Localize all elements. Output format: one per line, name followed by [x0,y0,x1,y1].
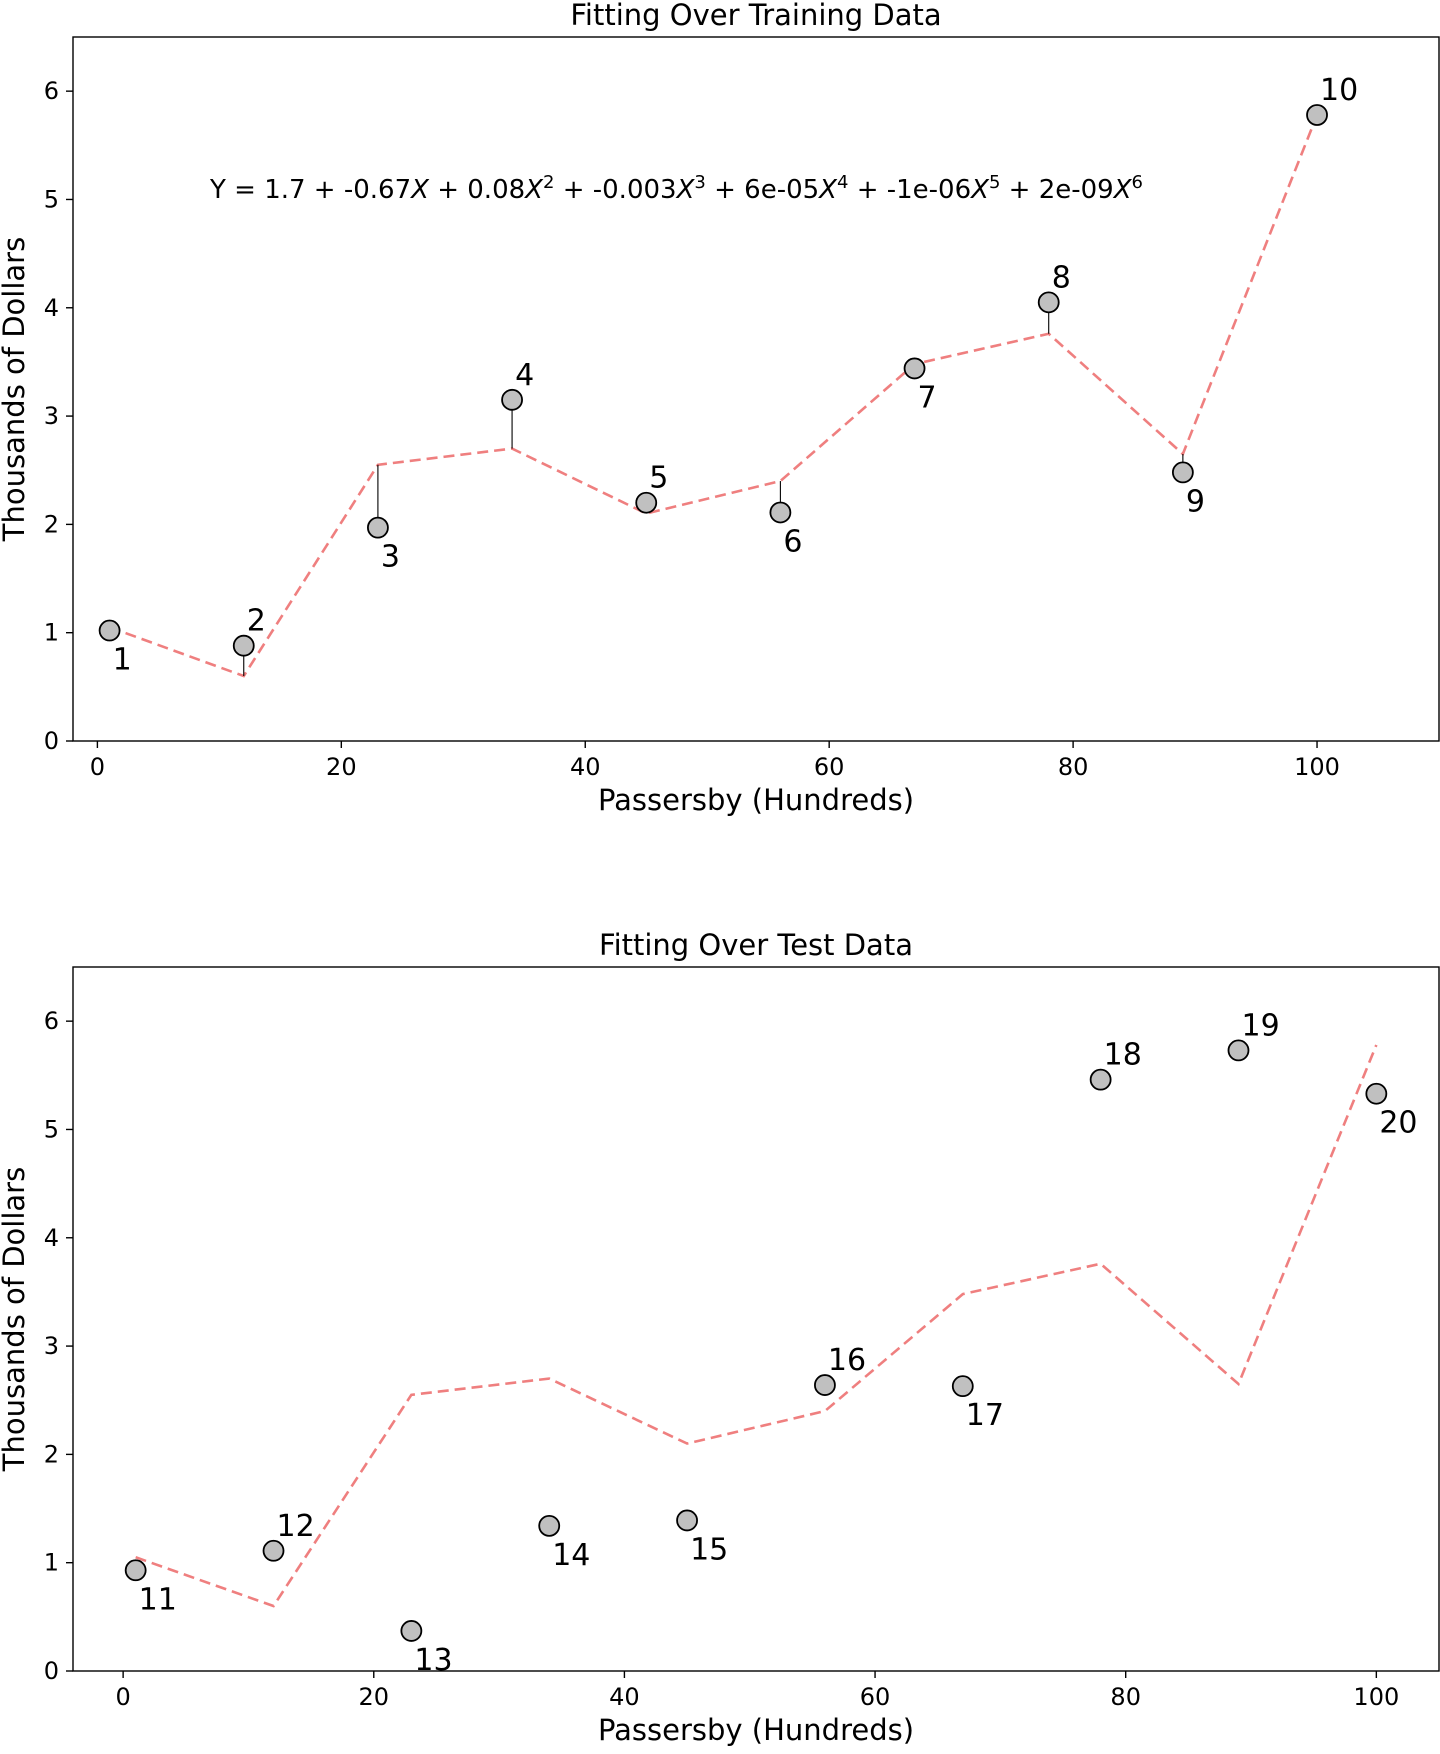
equation-part: X [969,175,990,205]
y-tick-label: 5 [44,185,59,213]
y-tick-label: 4 [44,294,59,322]
x-tick-label: 80 [1058,753,1089,781]
point-label: 16 [828,1343,866,1378]
y-tick-label: 2 [44,1440,59,1468]
point-label: 8 [1052,260,1071,295]
data-point [501,388,523,411]
x-tick-label: 0 [115,1683,130,1711]
data-point [1171,461,1194,484]
equation-part: Y = 1.7 + -0.67 [209,175,411,205]
data-point [1037,291,1060,314]
data-point [951,1375,974,1398]
point-label: 13 [414,1643,452,1678]
data-point [124,1559,147,1582]
chart-training: Fitting Over Training Data 0 20 40 60 80 100 0 1… [0,0,1440,817]
equation-part: 5 [989,172,1000,193]
equation-part: 6 [1132,172,1143,193]
y-tick-label: 3 [44,1332,59,1360]
data-point [635,491,658,514]
equation-part: + -0.003 [554,175,676,205]
y-tick-label: 6 [44,1007,59,1035]
x-tick-label: 0 [90,753,105,781]
equation-part: X [1112,175,1133,205]
y-tick-label: 2 [44,510,59,538]
equation-part: + 0.08 [429,175,525,205]
data-point [1227,1039,1250,1062]
equation-part: X [523,175,544,205]
x-tick-label: 100 [1353,1683,1399,1711]
equation-part: X [675,175,696,205]
x-tick-label: 40 [570,753,601,781]
point-label: 4 [515,358,534,393]
point-label: 6 [783,524,802,559]
data-point [1306,104,1328,126]
point-label: 7 [918,380,937,415]
data-point [232,634,255,657]
equation-part: X [409,175,430,205]
x-tick-label: 100 [1294,753,1340,781]
equation-part: 4 [837,172,848,193]
equation-part: + -1e-06 [848,175,971,205]
y-tick-label: 5 [44,1115,59,1143]
plot-frame [72,966,1440,1672]
point-label: 5 [649,461,668,496]
fit-line [135,1044,1378,1608]
y-tick-label: 6 [44,77,59,105]
point-label: 15 [690,1532,728,1567]
point-label: 20 [1379,1106,1417,1141]
x-tick-label: 80 [1110,1683,1141,1711]
equation-part: X [817,175,838,205]
equation-part: + 6e-05 [706,175,819,205]
chart-title: Fitting Over Test Data [599,928,913,962]
point-label: 14 [552,1538,590,1573]
x-tick-label: 60 [814,753,845,781]
x-tick-label: 20 [326,753,357,781]
y-axis-label: Thousands of Dollars [0,237,31,542]
data-point [903,357,926,380]
data-point [367,516,389,539]
data-point [98,619,121,642]
x-axis-label: Passersby (Hundreds) [598,1713,914,1747]
point-label: 3 [381,540,400,575]
x-tick-label: 20 [358,1683,389,1711]
y-tick-label: 3 [44,402,59,430]
y-tick-label: 1 [44,1549,59,1577]
data-point [538,1514,561,1537]
point-label: 18 [1104,1038,1142,1073]
equation-part: 3 [694,172,705,193]
equation-part: 2 [543,172,554,193]
data-point [769,501,792,524]
y-tick-label: 0 [44,1657,59,1685]
point-label: 9 [1186,484,1205,519]
plot-frame [72,36,1440,742]
point-label: 19 [1241,1008,1279,1043]
data-point [1365,1082,1388,1105]
data-point [1089,1068,1112,1091]
equation-part: + 2e-09 [1000,175,1113,205]
chart-title: Fitting Over Training Data [570,0,941,32]
point-label: 11 [139,1582,177,1617]
y-axis-label: Thousands of Dollars [0,1167,31,1472]
point-label: 1 [113,643,132,678]
x-tick-label: 60 [860,1683,891,1711]
y-tick-label: 0 [44,727,59,755]
data-point [400,1620,423,1642]
point-label: 17 [966,1398,1004,1433]
data-point [676,1509,698,1532]
x-tick-label: 40 [609,1683,640,1711]
x-axis-label: Passersby (Hundreds) [598,783,914,817]
data-point [262,1539,285,1562]
data-point [814,1374,836,1396]
point-label: 10 [1320,73,1358,108]
point-label: 2 [247,604,266,639]
point-label: 12 [277,1509,315,1544]
y-tick-label: 1 [44,619,59,647]
equation-text: Y = 1.7 + -0.67X + 0.08X2 + -0.003X3 + 6… [209,172,1143,206]
y-tick-label: 4 [44,1224,59,1252]
